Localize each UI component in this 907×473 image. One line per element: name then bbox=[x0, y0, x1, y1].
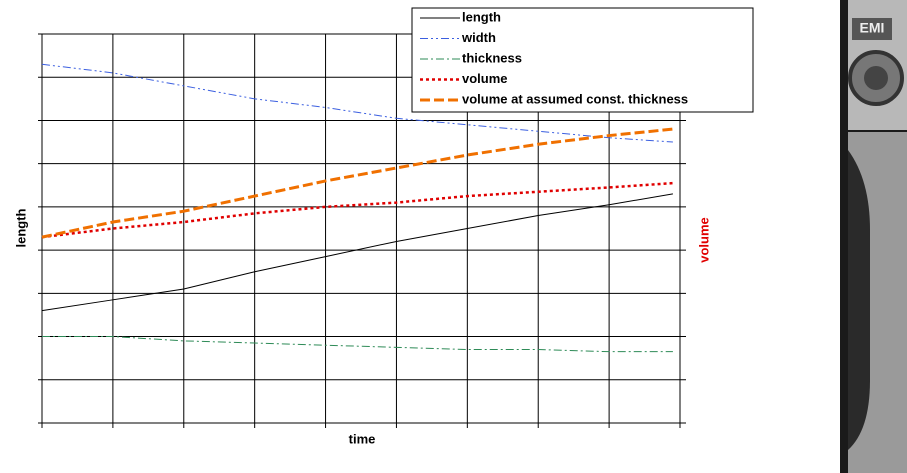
x-axis-label: time bbox=[349, 431, 376, 446]
legend-label: volume bbox=[462, 71, 508, 86]
series-line bbox=[41, 63, 673, 143]
y2-axis-label: volume bbox=[696, 217, 711, 263]
legend: length width thickness volume volume at assu… bbox=[411, 7, 754, 113]
specimen-photo: EMI bbox=[840, 0, 907, 473]
svg-text:EMI: EMI bbox=[860, 20, 885, 36]
legend-label: width bbox=[461, 30, 496, 45]
series-line bbox=[42, 336, 673, 353]
legend-box bbox=[411, 7, 754, 113]
legend-label: length bbox=[462, 9, 501, 24]
series-line bbox=[41, 127, 674, 239]
y-axis-label: length bbox=[13, 208, 28, 247]
legend-label: volume at assumed const. thickness bbox=[462, 91, 688, 106]
legend-label: thickness bbox=[462, 50, 522, 65]
series-line bbox=[41, 193, 673, 312]
series-line bbox=[41, 181, 673, 239]
